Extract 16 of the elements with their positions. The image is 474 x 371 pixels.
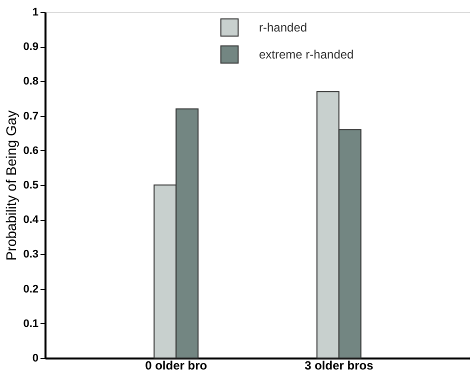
y-tick-label: 0.4 [23,214,40,226]
y-tick-label: 0.5 [23,180,38,192]
y-tick-label: 1 [32,6,38,18]
y-tick-label: 0 [32,352,38,364]
y-tick-label: 0.8 [23,76,38,88]
y-axis-title: Probability of Being Gay [3,110,20,261]
x-tick-label: 0 older bro [145,358,208,371]
legend-label: extreme r-handed [259,48,354,62]
y-tick-label: 0.7 [23,110,38,122]
legend-label: r-handed [259,20,308,34]
y-tick-label: 0.6 [23,144,38,157]
y-tick-label: 0.9 [23,41,38,54]
x-tick-label: 3 older bros [304,358,374,371]
y-tick-label: 0.3 [23,248,38,261]
y-tick-label: 0.1 [23,318,38,330]
y-tick-label: 0.2 [23,283,38,296]
